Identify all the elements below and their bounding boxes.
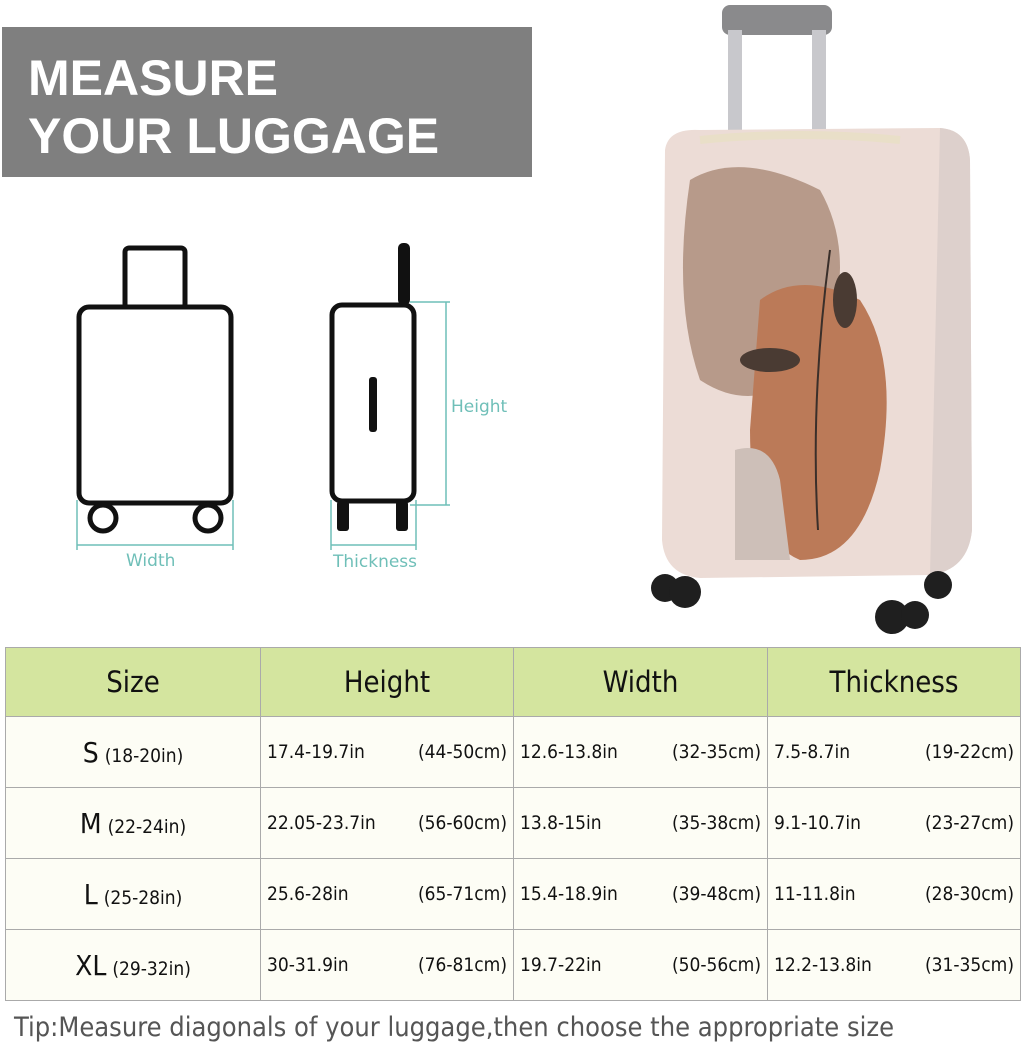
value-cm: (76-81cm) xyxy=(417,954,507,976)
table-row: M (22-24in) 22.05-23.7in (56-60cm) 13.8-15in… xyxy=(5,787,1021,859)
table-row: L (25-28in) 25.6-28in (65-71cm) 15.4-18.9in (… xyxy=(5,858,1021,930)
front-handle-icon xyxy=(122,245,188,311)
front-suitcase-icon xyxy=(76,304,234,506)
title-line-2: YOUR LUGGAGE xyxy=(28,108,440,164)
value-cm: (19-22cm) xyxy=(924,741,1014,763)
title-banner: MEASURE YOUR LUGGAGE xyxy=(2,27,532,177)
value-in: 22.05-23.7in xyxy=(267,812,376,834)
value-cm: (39-48cm) xyxy=(671,883,761,905)
table-row: S (18-20in) 17.4-19.7in (44-50cm) 12.6-13.8i… xyxy=(5,716,1021,788)
table-row: XL (29-32in) 30-31.9in (76-81cm) 19.7-22in (5… xyxy=(5,929,1021,1001)
value-in: 12.2-13.8in xyxy=(774,954,872,976)
size-letter: M xyxy=(79,806,102,840)
title-line-1: MEASURE xyxy=(28,50,279,106)
value-in: 9.1-10.7in xyxy=(774,812,861,834)
value-cm: (32-35cm) xyxy=(671,741,761,763)
value-cm: (56-60cm) xyxy=(417,812,507,834)
size-chart-table: Size Height Width Thickness S (18-20in) 17… xyxy=(5,647,1021,1001)
size-letter: S xyxy=(82,735,99,769)
value-in: 17.4-19.7in xyxy=(267,741,365,763)
size-letter: L xyxy=(83,877,98,911)
size-range: (22-24in) xyxy=(107,815,187,838)
value-in: 15.4-18.9in xyxy=(520,883,618,905)
value-in: 25.6-28in xyxy=(267,883,349,905)
value-cm: (28-30cm) xyxy=(924,883,1014,905)
value-cm: (44-50cm) xyxy=(417,741,507,763)
size-range: (18-20in) xyxy=(104,744,184,767)
header-size: Size xyxy=(5,647,261,717)
value-in: 13.8-15in xyxy=(520,812,602,834)
value-cm: (65-71cm) xyxy=(417,883,507,905)
size-range: (29-32in) xyxy=(112,957,191,980)
value-cm: (23-27cm) xyxy=(924,812,1014,834)
header-width: Width xyxy=(513,647,768,717)
luggage-cover-photo xyxy=(651,5,972,634)
header-height: Height xyxy=(260,647,514,717)
value-in: 30-31.9in xyxy=(267,954,349,976)
value-cm: (50-56cm) xyxy=(671,954,761,976)
value-in: 11-11.8in xyxy=(774,883,856,905)
size-letter: XL xyxy=(75,948,107,982)
value-in: 7.5-8.7in xyxy=(774,741,851,763)
height-label: Height xyxy=(451,397,508,417)
value-in: 19.7-22in xyxy=(520,954,602,976)
width-label: Width xyxy=(126,551,176,571)
header-thickness: Thickness xyxy=(767,647,1021,717)
tip-text: Tip:Measure diagonals of your luggage,th… xyxy=(14,1012,895,1043)
size-range: (25-28in) xyxy=(103,886,183,909)
value-cm: (31-35cm) xyxy=(924,954,1014,976)
luggage-measure-diagram xyxy=(76,243,450,550)
value-in: 12.6-13.8in xyxy=(520,741,618,763)
thickness-label: Thickness xyxy=(333,552,418,572)
value-cm: (35-38cm) xyxy=(671,812,761,834)
